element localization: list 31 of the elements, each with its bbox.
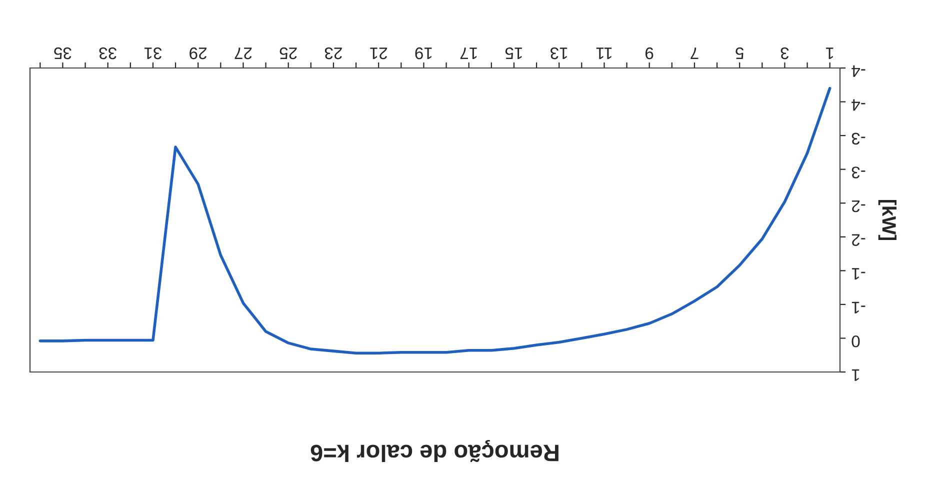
- text: Remoção de calor k=6: [310, 440, 558, 462]
- x-tick-label: 5: [736, 47, 744, 60]
- y-tick-label: -2: [852, 234, 866, 246]
- x-tick-label: 21: [370, 48, 388, 60]
- x-tick-label: 29: [190, 47, 207, 60]
- y-axis-title: [kW]: [878, 200, 896, 240]
- y-tick-label: -4: [852, 65, 866, 77]
- x-tick-label: 23: [324, 47, 342, 60]
- x-tick-label: 11: [596, 48, 612, 60]
- x-tick-label: 17: [460, 48, 477, 60]
- x-tick-label: 35: [54, 47, 72, 60]
- x-tick-label: 19: [415, 47, 432, 60]
- x-tick-label: 13: [550, 47, 568, 60]
- y-tick-label: -1: [852, 302, 866, 314]
- y-tick-label: -4: [852, 99, 866, 111]
- x-tick-label: 9: [646, 47, 654, 60]
- y-tick-label: -1: [852, 268, 866, 280]
- x-tick-label: 25: [280, 47, 297, 60]
- y-tick-label: 0: [852, 335, 860, 348]
- x-tick-label: 33: [99, 47, 116, 60]
- x-tick-label: 15: [505, 47, 522, 60]
- x-tick-label: 1: [826, 48, 834, 60]
- y-tick-label: 1: [852, 369, 860, 381]
- y-tick-label: -3: [852, 132, 866, 145]
- y-tick-label: -3: [852, 166, 866, 178]
- x-tick-label: 31: [144, 47, 162, 60]
- x-tick-label: 27: [234, 48, 252, 60]
- x-tick-label: 3: [780, 47, 789, 60]
- x-tick-label: 7: [690, 48, 698, 60]
- y-tick-label: -2: [852, 200, 866, 212]
- line-series: [38, 86, 832, 354]
